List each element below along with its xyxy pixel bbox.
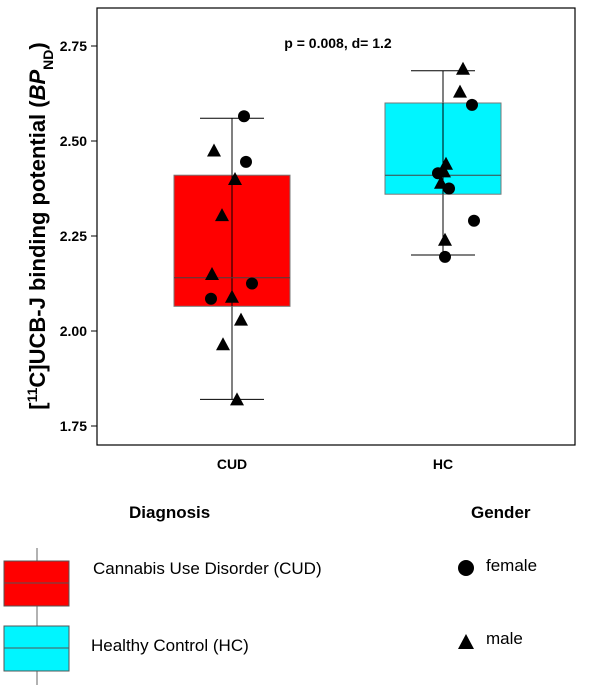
- y-axis-label-sup: 11: [24, 387, 40, 402]
- annotation-text: p = 0.008, d= 1.2: [284, 35, 392, 51]
- points-layer: [205, 61, 480, 406]
- point-female: [468, 214, 480, 227]
- point-female: [466, 98, 478, 111]
- y-axis-label-sub: ND: [40, 50, 56, 70]
- point-male: [216, 337, 230, 351]
- y-axis-label-main: C]UCB-J binding potential (: [25, 100, 50, 388]
- y-axis-ticks: 1.75 2.00 2.25 2.50 2.75: [60, 38, 97, 434]
- point-male: [439, 156, 453, 170]
- point-male: [205, 267, 219, 280]
- legend-hc-label: Healthy Control (HC): [91, 636, 249, 655]
- y-tick-label: 1.75: [60, 418, 87, 434]
- legend-diagnosis-title: Diagnosis: [129, 503, 211, 522]
- point-male: [453, 84, 467, 98]
- y-axis-label-prefix: [: [25, 402, 50, 410]
- point-male: [225, 289, 239, 303]
- y-axis-label-italic: BP: [25, 70, 50, 101]
- legend-gender-title: Gender: [471, 503, 531, 522]
- legend-female-icon: [458, 560, 474, 576]
- point-male: [230, 392, 244, 406]
- point-female: [439, 250, 451, 263]
- point-female: [240, 155, 252, 168]
- legend-cud-label: Cannabis Use Disorder (CUD): [93, 559, 322, 578]
- legend-male-label: male: [486, 629, 523, 648]
- x-tick-label-cud: CUD: [217, 456, 247, 472]
- legend-diagnosis-icons: [3, 548, 70, 685]
- y-tick-label: 2.75: [60, 38, 87, 54]
- y-tick-label: 2.25: [60, 228, 87, 244]
- legend-female-label: female: [486, 556, 538, 575]
- box-hc: [384, 70, 502, 256]
- y-axis-label: [11C]UCB-J binding potential (BPND): [24, 42, 56, 409]
- box-cud: [173, 117, 291, 400]
- point-male: [215, 208, 229, 222]
- point-female: [205, 292, 217, 305]
- point-male: [234, 312, 248, 326]
- y-axis-label-suffix: ): [25, 42, 50, 49]
- boxes-layer: [173, 70, 502, 400]
- point-male: [437, 164, 451, 178]
- point-male: [456, 61, 470, 75]
- legend-male-icon: [458, 634, 474, 649]
- y-tick-label: 2.50: [60, 133, 87, 149]
- point-female: [246, 277, 258, 290]
- point-male: [228, 172, 242, 185]
- point-male: [207, 143, 221, 157]
- legend-gender-icons: [458, 560, 474, 649]
- plot-frame: [96, 7, 576, 446]
- point-female: [238, 110, 250, 123]
- point-male: [434, 175, 448, 189]
- y-tick-label: 2.00: [60, 323, 87, 339]
- x-tick-label-hc: HC: [433, 456, 453, 472]
- point-male: [438, 232, 452, 246]
